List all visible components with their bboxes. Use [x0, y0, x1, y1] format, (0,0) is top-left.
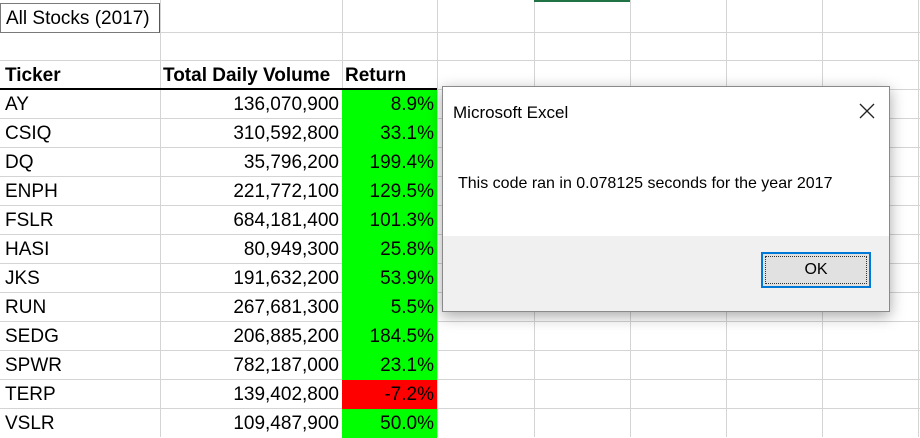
sheet-title-cell[interactable]: All Stocks (2017): [0, 3, 160, 33]
dialog-message: This code ran in 0.078125 seconds for th…: [458, 175, 833, 192]
ticker-cell[interactable]: HASI: [5, 239, 50, 260]
return-cell[interactable]: 23.1%: [342, 351, 437, 380]
volume-cell[interactable]: 782,187,000: [233, 355, 339, 376]
return-cell[interactable]: 53.9%: [342, 264, 437, 293]
grid-line: [0, 32, 920, 33]
return-cell[interactable]: 25.8%: [342, 235, 437, 264]
ticker-cell[interactable]: RUN: [5, 297, 47, 318]
grid-line: [160, 0, 161, 437]
volume-cell[interactable]: 310,592,800: [233, 123, 339, 144]
ticker-cell[interactable]: CSIQ: [5, 123, 52, 144]
dialog-footer: OK: [443, 236, 889, 311]
dialog-title: Microsoft Excel: [453, 103, 569, 122]
grid-line: [918, 0, 919, 437]
focus-ring: [765, 256, 867, 284]
volume-cell[interactable]: 136,070,900: [233, 94, 339, 115]
ticker-cell[interactable]: FSLR: [5, 210, 54, 231]
message-dialog: Microsoft Excel This code ran in 0.07812…: [442, 86, 890, 312]
grid-line: [0, 408, 920, 409]
volume-cell[interactable]: 206,885,200: [233, 326, 339, 347]
ticker-cell[interactable]: ENPH: [5, 181, 58, 202]
volume-cell[interactable]: 684,181,400: [233, 210, 339, 231]
volume-cell[interactable]: 221,772,100: [233, 181, 339, 202]
column-selection-indicator: [534, 0, 630, 2]
volume-cell[interactable]: 80,949,300: [243, 239, 339, 260]
return-cell[interactable]: -7.2%: [342, 380, 437, 409]
ticker-cell[interactable]: AY: [5, 94, 29, 115]
ticker-cell[interactable]: TERP: [5, 384, 56, 405]
ok-button[interactable]: OK: [761, 252, 871, 288]
ticker-cell[interactable]: JKS: [5, 268, 40, 289]
close-icon: [859, 103, 875, 119]
volume-cell[interactable]: 191,632,200: [233, 268, 339, 289]
ticker-cell[interactable]: VSLR: [5, 413, 55, 434]
return-cell[interactable]: 5.5%: [342, 293, 437, 322]
return-cell[interactable]: 129.5%: [342, 177, 437, 206]
ticker-cell[interactable]: SEDG: [5, 326, 59, 347]
ticker-cell[interactable]: DQ: [5, 152, 34, 173]
ok-button-label: OK: [804, 261, 828, 278]
ticker-cell[interactable]: SPWR: [5, 355, 62, 376]
header-return[interactable]: Return: [345, 65, 407, 86]
close-button[interactable]: [849, 94, 885, 128]
grid-line: [0, 350, 920, 351]
volume-cell[interactable]: 139,402,800: [233, 384, 339, 405]
grid-line: [437, 0, 438, 437]
return-cell[interactable]: 8.9%: [342, 90, 437, 119]
header-ticker[interactable]: Ticker: [5, 65, 61, 86]
return-cell[interactable]: 184.5%: [342, 322, 437, 351]
grid-line: [0, 379, 920, 380]
return-cell[interactable]: 199.4%: [342, 148, 437, 177]
return-cell[interactable]: 101.3%: [342, 206, 437, 235]
volume-cell[interactable]: 35,796,200: [243, 152, 339, 173]
volume-cell[interactable]: 109,487,900: [233, 413, 339, 434]
header-underline: [0, 88, 437, 90]
return-cell[interactable]: 50.0%: [342, 409, 437, 438]
return-cell[interactable]: 33.1%: [342, 119, 437, 148]
grid-line: [0, 321, 920, 322]
grid-line: [0, 60, 920, 61]
volume-cell[interactable]: 267,681,300: [233, 297, 339, 318]
header-total-daily-volume[interactable]: Total Daily Volume: [163, 65, 331, 86]
